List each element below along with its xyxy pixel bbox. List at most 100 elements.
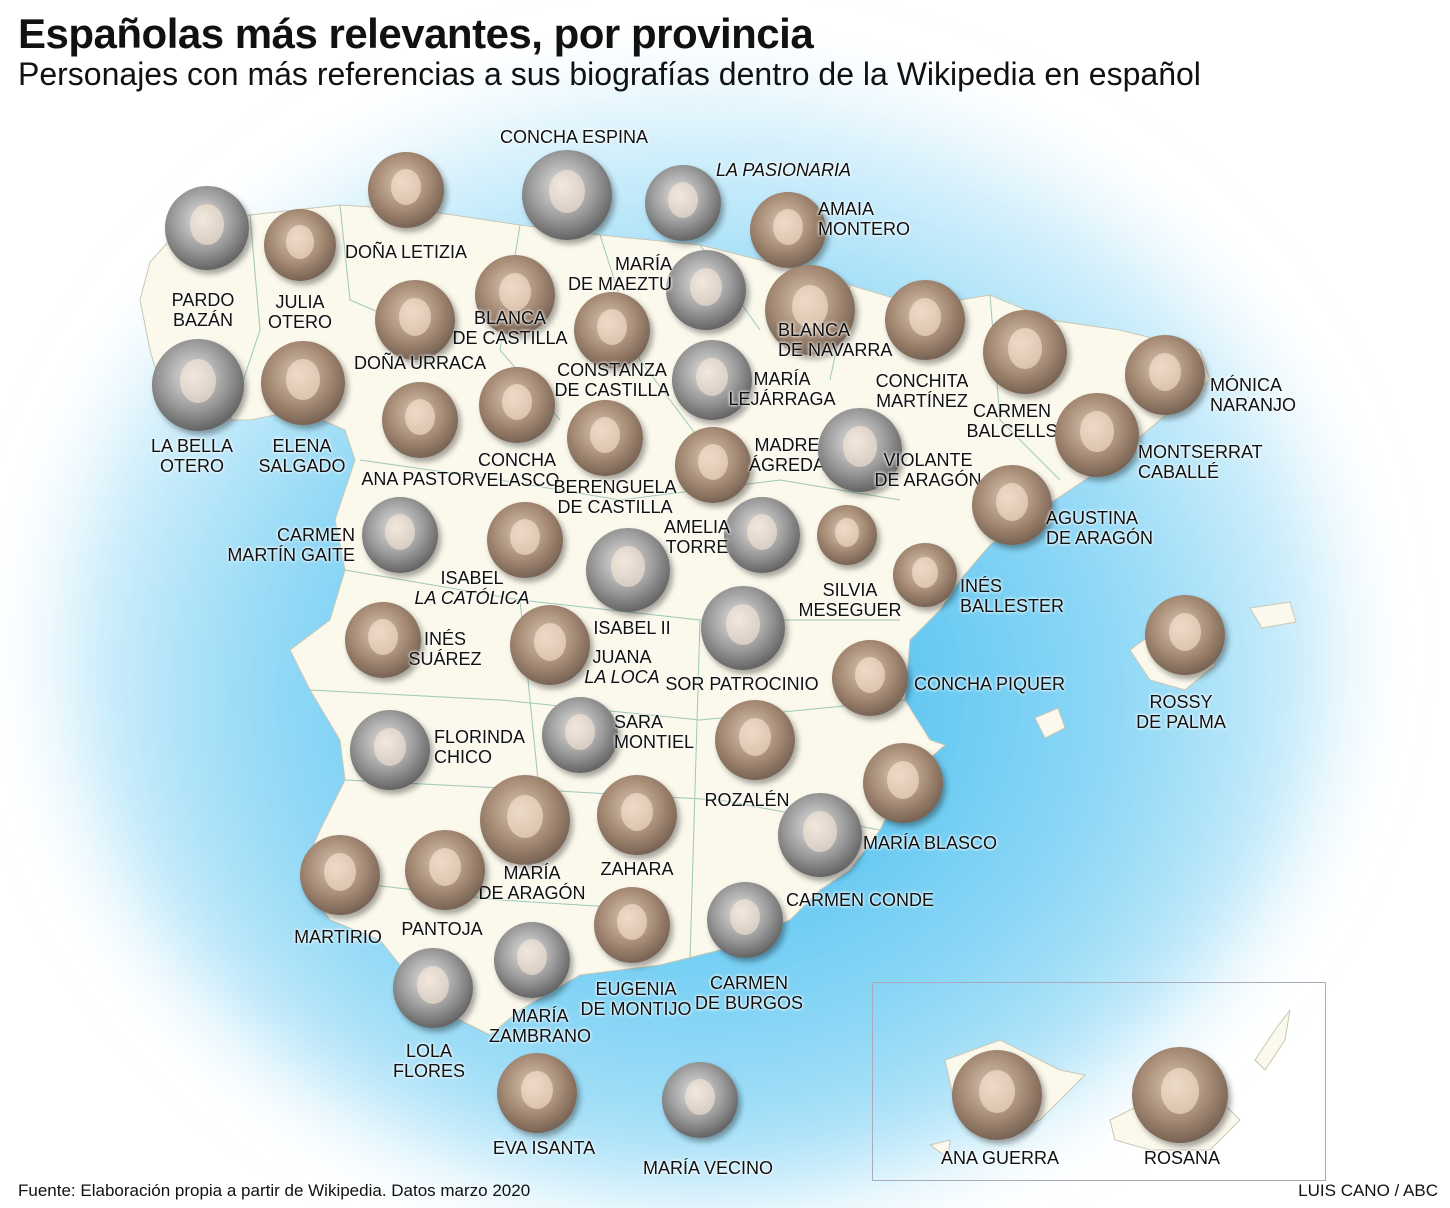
- person-label: LOLA FLORES: [393, 1041, 465, 1081]
- person-label: JUANA LA LOCA: [584, 647, 659, 687]
- person-label: LA PASIONARIA: [716, 160, 851, 180]
- person-name-line: DE PALMA: [1136, 712, 1226, 732]
- person-label: CONCHITA MARTÍNEZ: [876, 371, 969, 411]
- person-name-line: MONTIEL: [614, 732, 695, 752]
- person-name-line: CARMEN: [276, 525, 355, 545]
- person-label: CONSTANZA DE CASTILLA: [554, 360, 669, 400]
- person-name-line: DE ARAGÓN: [874, 470, 982, 490]
- person-name-line: DE ARAGÓN: [1046, 528, 1154, 548]
- person-name-line: MÓNICA: [1210, 375, 1282, 395]
- person-label: BLANCA DE NAVARRA: [778, 320, 892, 360]
- person-name-line: AGUSTINA: [1046, 508, 1139, 528]
- person-name-line: JUANA: [592, 647, 652, 667]
- page-title: Españolas más relevantes, por provincia: [18, 10, 814, 57]
- person-label: MÓNICA NARANJO: [1210, 375, 1296, 415]
- person-label: CONCHA VELASCO: [474, 450, 559, 490]
- person-name-line: FLORES: [392, 1061, 466, 1081]
- person-label: EUGENIA DE MONTIJO: [581, 979, 692, 1019]
- person-label: MONTSERRAT CABALLÉ: [1138, 442, 1263, 482]
- portrait: [510, 605, 590, 685]
- portrait: [750, 192, 826, 268]
- person-label: CARMEN BALCELLS: [966, 401, 1057, 441]
- person-label: LA BELLA OTERO: [151, 436, 233, 476]
- person-name-line: DE MAEZTU: [567, 274, 672, 294]
- page-subtitle: Personajes con más referencias a sus bio…: [18, 56, 1201, 92]
- person-name-line: SILVIA: [822, 580, 878, 600]
- person-label: JULIA OTERO: [268, 292, 332, 332]
- person-label: INÉS SUÁREZ: [408, 629, 481, 669]
- person-name-line: MADRE: [754, 435, 820, 455]
- portrait: [1132, 1047, 1228, 1143]
- person-name-line: AMELIA: [663, 517, 731, 537]
- portrait: [368, 152, 444, 228]
- portrait: [983, 310, 1067, 394]
- portrait: [645, 165, 721, 241]
- person-label: MADRE ÁGREDA: [749, 435, 825, 475]
- person-name-line: PARDO: [171, 290, 235, 310]
- person-name-line: SUÁREZ: [408, 649, 482, 669]
- portrait: [494, 922, 570, 998]
- person-label: ROSSY DE PALMA: [1136, 692, 1226, 732]
- person-name-line: LOLA: [405, 1041, 453, 1061]
- person-label: MARÍA DE ARAGÓN: [478, 863, 585, 903]
- portrait: [382, 382, 458, 458]
- person-name-line: JULIA: [275, 292, 325, 312]
- portrait: [522, 150, 612, 240]
- portrait: [586, 528, 670, 612]
- person-name-line: ISABEL II: [593, 618, 671, 638]
- person-name-line: ÁGREDA: [748, 455, 826, 475]
- person-name-line: SARA: [614, 712, 664, 732]
- person-name-line: DE MONTIJO: [580, 999, 692, 1019]
- person-label: MARÍA VECINO: [643, 1158, 773, 1178]
- portrait: [952, 1050, 1042, 1140]
- portrait: [497, 1053, 577, 1133]
- portrait: [1125, 335, 1205, 415]
- person-name-line: TORRE: [665, 537, 729, 557]
- person-name-line: OTERO: [159, 456, 225, 476]
- person-label: AMELIA TORRE: [664, 517, 730, 557]
- person-label: CARMEN DE BURGOS: [695, 973, 803, 1013]
- portrait: [375, 280, 455, 360]
- person-name-line: AMAIA: [818, 199, 875, 219]
- person-name-line: EVA ISANTA: [492, 1138, 596, 1158]
- person-name-line: DE ARAGÓN: [478, 883, 586, 903]
- person-name-line: ELENA: [272, 436, 332, 456]
- person-name-line: MARÍA: [503, 863, 561, 883]
- portrait: [300, 835, 380, 915]
- person-name-line: CONCHA: [477, 450, 557, 470]
- person-name-line: CONCHITA: [875, 371, 969, 391]
- person-label: CARMEN CONDE: [786, 890, 934, 910]
- person-name-line: DE NAVARRA: [778, 340, 893, 360]
- portrait: [724, 497, 800, 573]
- person-label: ISABEL LA CATÓLICA: [414, 568, 529, 608]
- portrait: [675, 427, 751, 503]
- person-name-line: LA CATÓLICA: [414, 588, 530, 608]
- person-name-line: EUGENIA: [595, 979, 677, 999]
- person-label: ROZALÉN: [704, 790, 789, 810]
- portrait: [666, 250, 746, 330]
- person-name-line: MARÍA: [614, 254, 672, 274]
- person-name-line: CABALLÉ: [1138, 462, 1220, 482]
- portrait: [765, 265, 855, 355]
- person-name-line: LEJÁRRAGA: [728, 389, 836, 409]
- portrait: [662, 1062, 738, 1138]
- person-label: CONCHA PIQUER: [914, 674, 1065, 694]
- person-name-line: CONCHA ESPINA: [499, 127, 649, 147]
- person-name-line: MARTÍN GAITE: [227, 545, 355, 565]
- person-label: VIOLANTE DE ARAGÓN: [874, 450, 981, 490]
- person-name-line: LA LOCA: [584, 667, 660, 687]
- person-name-line: BAZÁN: [172, 310, 233, 330]
- person-name-line: DE CASTILLA: [452, 328, 568, 348]
- person-label: MARÍA BLASCO: [863, 833, 997, 853]
- person-label: MARÍA ZAMBRANO: [489, 1006, 591, 1046]
- portrait: [972, 465, 1052, 545]
- person-label: AGUSTINA DE ARAGÓN: [1046, 508, 1153, 548]
- person-name-line: DOÑA LETIZIA: [344, 242, 468, 262]
- person-name-line: SALGADO: [258, 456, 346, 476]
- person-name-line: FLORINDA: [434, 727, 526, 747]
- person-label: PANTOJA: [401, 919, 482, 939]
- portrait: [863, 743, 943, 823]
- person-name-line: MONTERO: [818, 219, 910, 239]
- portrait: [817, 505, 877, 565]
- person-name-line: SOR PATROCINIO: [665, 674, 819, 694]
